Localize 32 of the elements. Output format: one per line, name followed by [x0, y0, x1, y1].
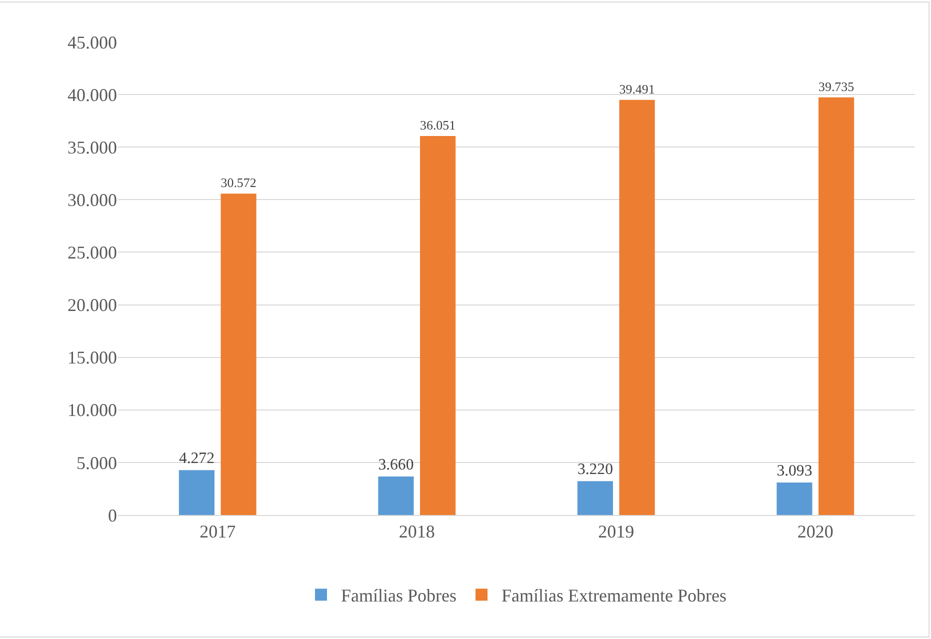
y-tick-label: 35.000: [68, 137, 117, 158]
y-tick-label: 0: [108, 505, 117, 526]
y-tick-label: 25.000: [68, 242, 117, 263]
legend-label: Famílias Extremamente Pobres: [502, 586, 726, 606]
data-label: 3.660: [378, 456, 414, 474]
bar: [178, 470, 214, 515]
data-label: 3.093: [776, 462, 812, 480]
y-tick-label: 20.000: [68, 295, 117, 316]
data-label: 39.491: [619, 82, 655, 97]
y-tick-label: 45.000: [68, 32, 117, 52]
bar: [776, 482, 812, 515]
data-label: 39.735: [818, 78, 854, 94]
data-label: 30.572: [220, 175, 256, 190]
legend-label: Famílias Pobres: [341, 586, 456, 606]
y-tick-label: 5.000: [76, 452, 117, 473]
x-tick-label: 2017: [200, 522, 236, 542]
data-label: 3.220: [577, 460, 614, 478]
data-label: 4.272: [178, 450, 215, 467]
x-tick-label: 2019: [598, 522, 634, 542]
bar: [577, 481, 613, 515]
y-tick-label: 30.000: [68, 190, 117, 210]
y-tick-label: 15.000: [68, 348, 117, 368]
y-tick-label: 10.000: [68, 400, 117, 420]
bar: [420, 136, 456, 515]
bar: [220, 194, 256, 515]
x-tick-label: 2020: [797, 522, 834, 542]
bar: [818, 97, 854, 515]
data-label: 36.051: [420, 118, 456, 133]
bar: [619, 100, 655, 515]
y-tick-label: 40.000: [68, 84, 117, 105]
x-tick-label: 2018: [398, 522, 435, 542]
bar: [378, 476, 414, 515]
